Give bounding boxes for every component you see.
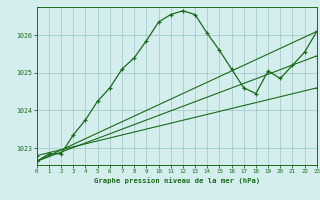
X-axis label: Graphe pression niveau de la mer (hPa): Graphe pression niveau de la mer (hPa) <box>94 177 260 184</box>
